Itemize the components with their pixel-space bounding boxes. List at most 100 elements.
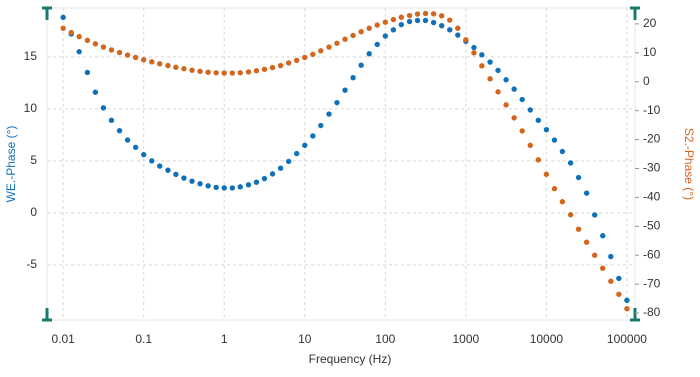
data-point [374, 22, 380, 28]
data-point [149, 158, 155, 164]
data-point [551, 186, 558, 192]
data-point [277, 165, 284, 171]
data-point [84, 69, 91, 76]
data-point [108, 117, 115, 124]
data-point [342, 36, 348, 42]
data-point [624, 306, 630, 312]
data-point [616, 291, 622, 297]
data-point [342, 87, 348, 93]
x-axis-label: Frequency (Hz) [309, 352, 392, 366]
data-point [358, 29, 364, 35]
data-point [181, 66, 187, 72]
x-tick-label: 1 [221, 332, 228, 346]
data-point [116, 49, 123, 56]
data-point [414, 17, 421, 24]
data-point [583, 239, 590, 245]
y2-tick-label: -60 [643, 247, 661, 261]
data-point [438, 22, 445, 29]
data-point [237, 184, 243, 190]
data-point [519, 128, 525, 134]
data-point [495, 89, 501, 95]
x-tick-label: 100000 [607, 332, 647, 346]
y2-tick-label: -40 [643, 190, 661, 204]
data-point [285, 158, 292, 165]
data-point [100, 44, 107, 50]
data-point [471, 50, 477, 56]
data-point [382, 33, 389, 39]
x-tick-label: 0.01 [51, 332, 75, 346]
data-point [318, 122, 324, 129]
data-point [237, 70, 243, 76]
data-point [334, 99, 340, 106]
data-point [567, 160, 574, 166]
data-point [245, 69, 252, 75]
y-tick-label: 5 [30, 153, 37, 167]
data-point [140, 57, 147, 63]
y2-tick-label: -80 [643, 305, 661, 319]
y2-tick-label: -20 [643, 132, 661, 146]
data-point [430, 11, 437, 17]
data-point [213, 70, 219, 76]
data-point [294, 150, 300, 157]
data-point [567, 212, 574, 218]
data-point [302, 54, 308, 61]
data-point [455, 25, 461, 31]
x-tick-label: 100 [375, 332, 395, 346]
data-point [189, 178, 195, 184]
data-point [156, 163, 163, 169]
data-point [358, 62, 364, 68]
data-point [334, 40, 340, 46]
data-point [559, 148, 566, 155]
data-point [310, 133, 316, 139]
data-point [245, 182, 252, 188]
data-point [624, 297, 630, 303]
data-point [285, 60, 292, 66]
data-point [447, 27, 453, 33]
data-point [511, 86, 517, 92]
data-point [140, 151, 147, 158]
data-point [92, 89, 99, 95]
data-point [92, 41, 99, 47]
data-point [213, 184, 219, 191]
data-point [535, 157, 542, 163]
y-tick-label: 10 [24, 101, 38, 115]
data-point [414, 11, 421, 17]
data-point [132, 54, 139, 61]
x-tick-label: 0.1 [135, 332, 152, 346]
data-point [310, 51, 316, 57]
data-point [165, 167, 171, 173]
data-point [269, 64, 276, 71]
data-point [277, 62, 284, 69]
data-point [326, 44, 332, 50]
data-point [519, 96, 525, 103]
data-point [455, 32, 461, 38]
data-point [108, 47, 115, 53]
data-point [124, 137, 131, 143]
y2-axis-label: S2.-Phase (°) [682, 128, 696, 200]
data-point [350, 74, 356, 81]
y2-tick-label: 0 [643, 74, 650, 88]
data-point [149, 59, 155, 65]
data-point [495, 67, 501, 74]
y2-tick-label: -50 [643, 218, 661, 232]
data-point [559, 199, 566, 205]
data-point [487, 76, 493, 82]
data-point [608, 278, 614, 284]
axis-brackets [42, 6, 640, 322]
data-point [326, 111, 332, 117]
data-point [124, 52, 131, 58]
data-point [398, 21, 405, 28]
data-point [132, 144, 139, 151]
y-tick-label: 15 [24, 49, 38, 63]
data-point [406, 18, 413, 25]
data-point [100, 105, 107, 111]
data-point [253, 68, 260, 74]
y2-tick-label: -10 [643, 103, 661, 117]
data-point [390, 16, 397, 23]
data-point [221, 185, 227, 191]
data-point [591, 212, 598, 218]
data-point [205, 69, 211, 75]
x-tick-label: 10000 [530, 332, 564, 346]
y2-tick-label: 20 [643, 16, 657, 30]
